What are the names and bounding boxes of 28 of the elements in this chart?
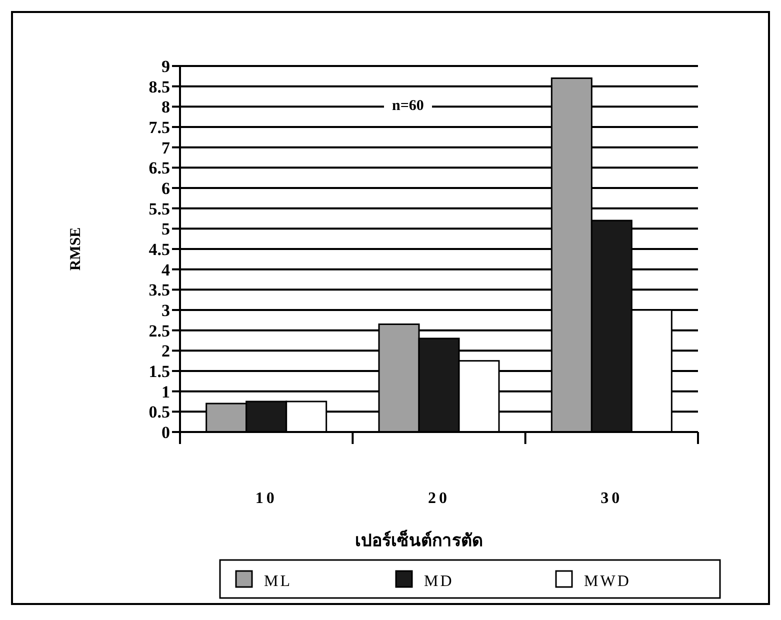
y-tick-label: 7.5 — [148, 118, 170, 137]
y-tick-label: 5 — [162, 220, 170, 239]
y-tick-label: 4.5 — [148, 240, 170, 259]
legend-label: MD — [424, 573, 454, 590]
y-tick-label: 1 — [162, 382, 170, 402]
y-tick-label: 6.5 — [148, 158, 170, 178]
annotation: n=60 — [392, 98, 424, 114]
y-axis-title: RMSE — [68, 227, 84, 271]
y-tick-label: 1.5 — [148, 362, 170, 381]
y-tick-label: 4 — [162, 260, 170, 280]
x-axis-title: เปอร์เซ็นต์การตัด — [355, 528, 483, 551]
y-tick-label: 6 — [162, 178, 170, 198]
legend-label: MWD — [584, 573, 631, 590]
y-tick-label: 5.5 — [148, 199, 170, 218]
y-tick-label: 2 — [162, 342, 170, 361]
y-tick-label: 0 — [162, 422, 170, 442]
y-tick-label: 9 — [162, 56, 170, 76]
y-tick-label: 0.5 — [148, 402, 170, 422]
x-tick-label: 30 — [600, 490, 623, 507]
x-tick-label: 10 — [255, 490, 278, 507]
y-tick-label: 8.5 — [148, 77, 170, 96]
y-tick-label: 3.5 — [148, 280, 170, 300]
y-tick-label: 2.5 — [148, 321, 170, 340]
legend-label: ML — [264, 573, 292, 590]
y-tick-label: 7 — [162, 138, 170, 158]
y-tick-label: 3 — [162, 300, 170, 320]
x-tick-label: 20 — [428, 490, 450, 507]
y-tick-label: 8 — [162, 98, 170, 117]
